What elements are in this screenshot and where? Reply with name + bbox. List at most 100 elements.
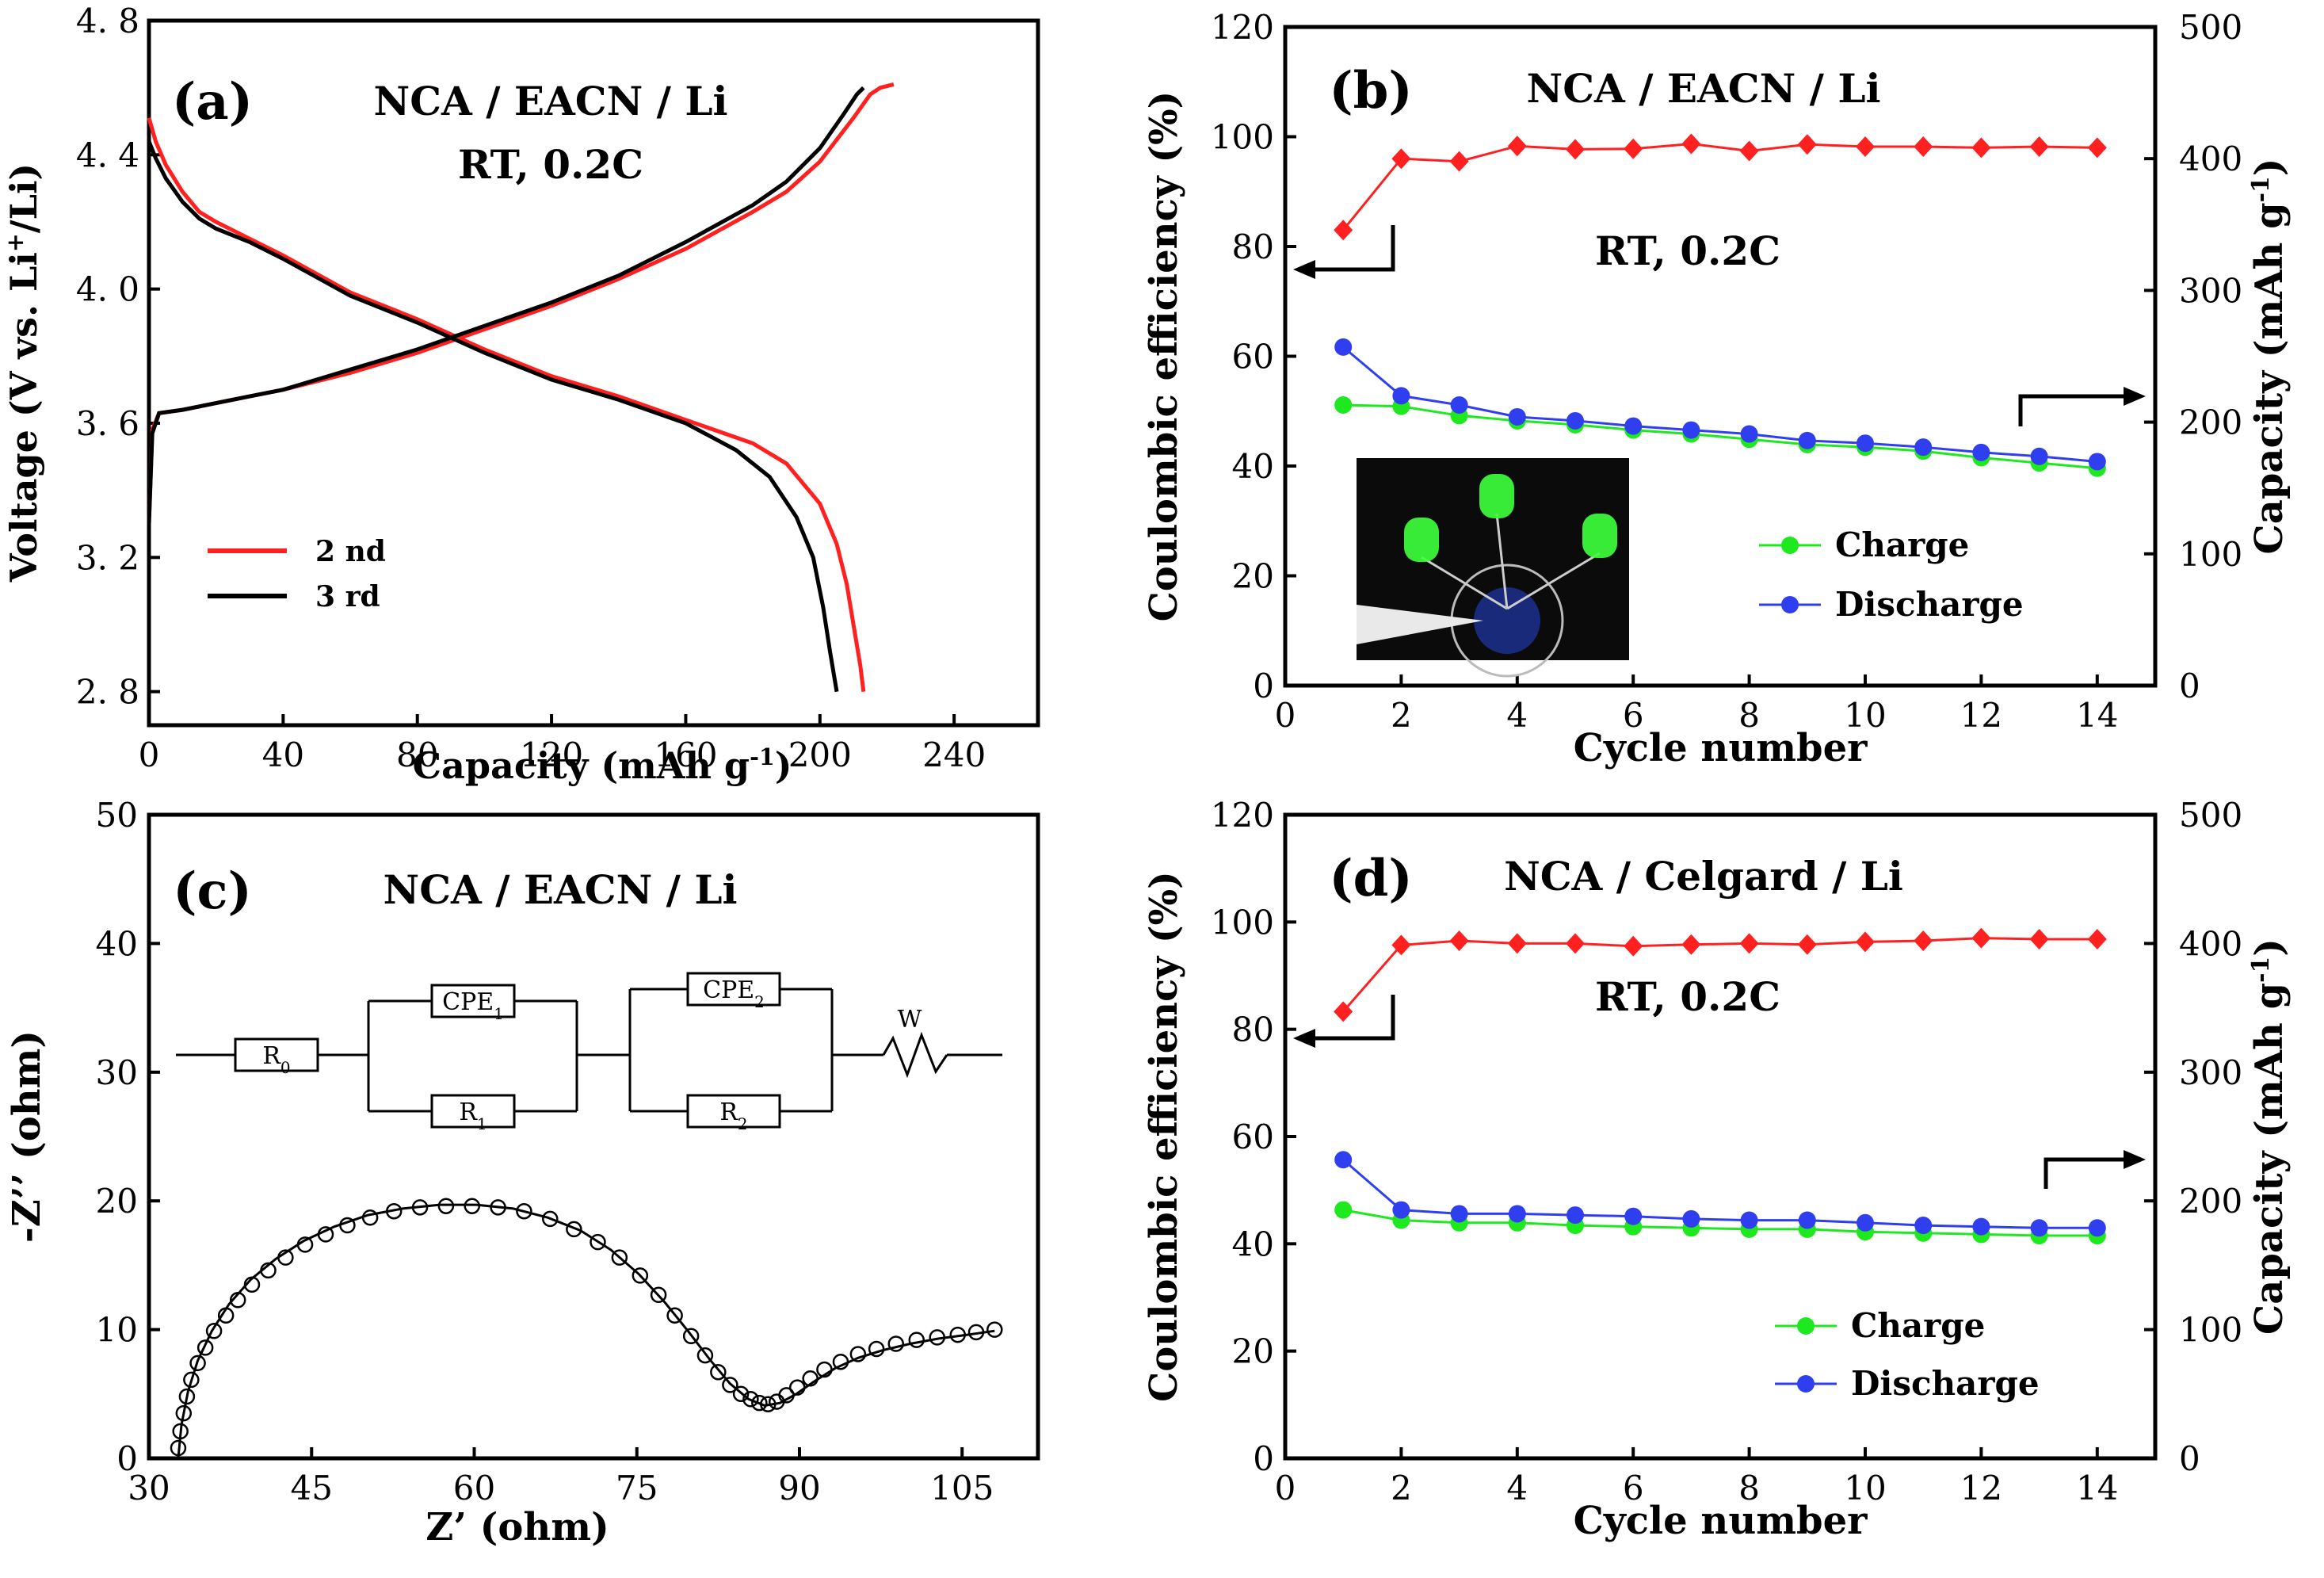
right-arrow-line [2018,394,2127,426]
y-tick-label: 40 [1232,447,1274,486]
panel-c-frame [147,812,1040,1461]
inset-green-led [1479,474,1514,518]
legend-label: Charge [1835,525,1969,564]
y-tick-label: 20 [1232,557,1274,596]
discharge-line [1342,1159,2097,1229]
inset-coin-cell [1474,587,1540,654]
panel-label: (d) [1329,849,1412,908]
x-tick-label: 105 [930,1469,994,1507]
circuit-label-main: R [719,1098,738,1126]
discharge-point [1914,1217,1933,1235]
measured-point [317,1226,334,1243]
y-tick-label: 0 [1253,667,1274,705]
efficiency-point [1624,138,1643,159]
x-axis-label: Z’ (ohm) [425,1505,609,1549]
efficiency-line [1342,937,2097,1013]
efficiency-point [1624,935,1643,957]
panel-label: (c) [173,862,252,921]
legend-label: 3 rd [315,580,380,613]
y-tick-label: 4. 0 [76,270,139,309]
measured-point [788,1379,806,1396]
y-axis-label: -Z’’ (ohm) [5,1030,49,1243]
efficiency-point [1566,139,1585,160]
x-tick-label: 2 [1391,696,1412,735]
discharge-point [1798,431,1816,449]
y-tick-label: 40 [96,924,138,963]
efficiency-point [1739,140,1759,162]
circuit-R2 [686,1094,781,1129]
x-tick-label: 10 [1844,696,1886,735]
measured-point [411,1199,429,1216]
y2-tick-label: 500 [2179,796,2242,835]
circuit-CPE1 [430,984,516,1018]
circuit-label-sub: 2 [738,1114,748,1133]
measured-point [490,1199,506,1216]
y-tick-label: 120 [1211,8,1274,47]
x-tick-label: 120 [520,736,583,774]
charge-point [1334,1201,1353,1219]
discharge-point [2030,1219,2048,1237]
legend-label: Charge [1851,1306,1985,1345]
series-black-discharge-curve [147,140,839,693]
y-tick-label: 4. 4 [76,136,139,174]
panel-d-frame [1283,812,2158,1461]
x-axis-label-part: Capacity (mAh g [412,744,750,787]
discharge-point [1567,1206,1584,1225]
discharge-point [1972,443,1990,461]
efficiency-point [1681,133,1701,155]
measured-point [243,1276,261,1293]
measured-point [816,1361,833,1378]
efficiency-point [1566,933,1585,954]
measured-point [178,1388,196,1405]
measured-point [929,1329,945,1346]
left-arrow-head [1293,260,1315,279]
measured-point [710,1363,727,1381]
inset-green-led [1582,514,1617,558]
inset-tweezers [1357,605,1483,644]
right-arrow-head [2124,387,2146,406]
x-axis-label: Cycle number [1574,1499,1868,1543]
efficiency-point [1739,933,1759,954]
efficiency-point [2029,928,2049,949]
circuit-label: W [898,1006,922,1034]
measured-point [949,1326,966,1343]
x-axis-label-part: ) [775,744,792,787]
measured-point [590,1233,606,1251]
measured-point [170,1439,187,1457]
circuit-label-main: R [459,1098,478,1126]
efficiency-point [1391,148,1411,170]
efficiency-point [1856,931,1875,953]
y2-tick-label: 200 [2179,1182,2242,1221]
x-tick-label: 14 [2076,696,2118,735]
inset-photo [1357,458,1629,678]
x-tick-label: 200 [788,736,852,774]
legend-label: 2 nd [315,535,386,568]
efficiency-point [1507,136,1527,157]
panel-label: (b) [1329,61,1412,120]
x-tick-label: 14 [2076,1469,2118,1507]
left-arrow-line [1309,995,1395,1041]
y2-axis-label-part: ) [2247,938,2292,957]
measured-point [778,1387,795,1404]
y2-axis-label-sup: -1 [2247,957,2275,983]
y-tick-label: 100 [1211,118,1274,157]
panel-label: (a) [172,72,253,132]
series-black-charge-curve [147,86,865,525]
inset-green-led [1404,518,1439,562]
inset-led-lead [1506,552,1601,610]
circuit-label-sub: 2 [754,992,765,1011]
discharge-point [1624,417,1643,435]
discharge-point [1624,1207,1643,1225]
circuit-label: R0 [262,1042,290,1077]
y2-tick-label: 200 [2179,403,2242,442]
measured-point [175,1404,193,1422]
measured-point [832,1353,849,1370]
panel-b: 0 2 4 6 8 10 12 14 0 20 40 60 80 100 120 0 100 200 300 400 5… [1142,8,2292,770]
panel-c: 30 45 60 75 90 10501020304050R0CPE1R1CPE2R2W(… [5,796,1040,1549]
efficiency-point [2087,928,2107,949]
measured-point [722,1377,738,1393]
circuit-label-sub: 1 [494,1004,504,1023]
measured-point [260,1262,277,1279]
legend-marker [1781,596,1799,613]
